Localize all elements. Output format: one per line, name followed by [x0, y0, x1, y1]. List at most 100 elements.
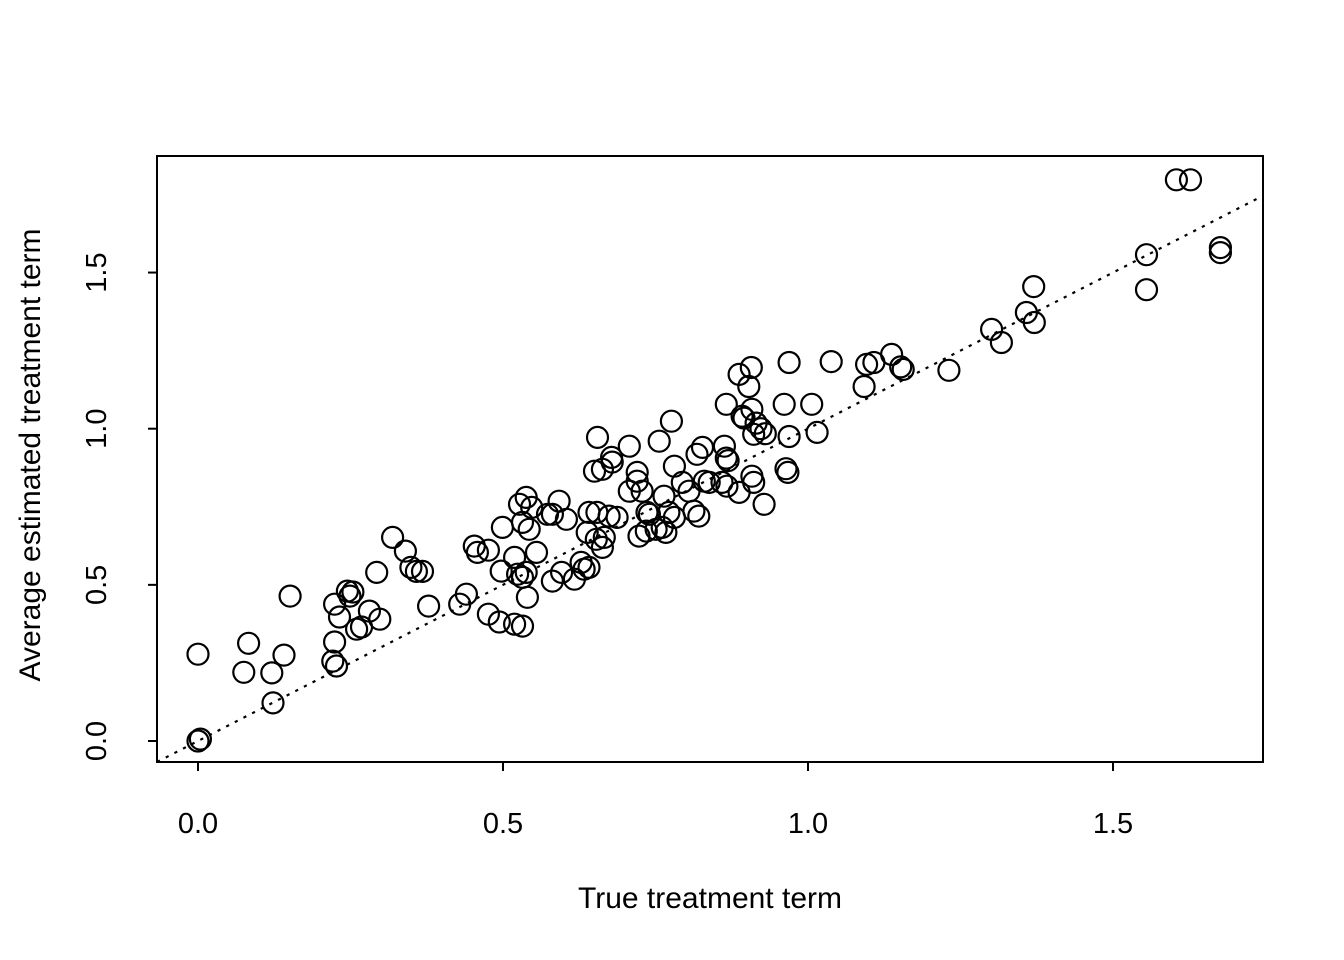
scatter-point: [1208, 236, 1233, 260]
x-tick-label: 1.5: [1093, 808, 1133, 840]
scatter-point: [630, 479, 654, 503]
scatter-point: [740, 397, 764, 421]
scatter-point: [682, 499, 706, 523]
scatter-point: [800, 392, 824, 416]
scatter-point: [520, 495, 544, 519]
scatter-point: [278, 584, 302, 608]
scatter-point: [889, 355, 913, 379]
scatter-point: [465, 540, 489, 565]
scatter-point: [657, 500, 681, 525]
scatter-point: [1208, 241, 1233, 265]
scatter-point: [517, 517, 541, 541]
scatter-point: [777, 424, 801, 449]
scatter-point: [637, 502, 662, 526]
scatter-point: [777, 350, 801, 375]
scatter-point: [338, 584, 362, 608]
scatter-point: [690, 435, 715, 459]
scatter-point: [819, 350, 843, 374]
scatter-point: [597, 504, 621, 528]
scatter-point: [237, 631, 261, 655]
scatter-point: [772, 392, 796, 416]
scatter-point: [742, 422, 766, 446]
scatter-point: [605, 505, 629, 530]
scatter-point: [879, 342, 904, 366]
plot-layers: 0.0 0.5 1.0 1.5 0.0 0.5 1.0 1.5: [81, 155, 1264, 840]
scatter-point: [186, 642, 210, 666]
scatter-point: [590, 535, 615, 560]
scatter-point: [716, 449, 740, 473]
scatter-point: [737, 374, 761, 399]
scatter-point: [891, 357, 915, 381]
scatter-point: [852, 374, 876, 399]
scatter-point: [1178, 168, 1203, 192]
scatter-point: [617, 479, 641, 503]
scatter-point: [232, 660, 256, 684]
scatter-point: [617, 434, 641, 458]
scatter-point: [712, 434, 737, 458]
scatter-point: [749, 417, 773, 441]
identity-reference-line: [156, 194, 1264, 763]
y-tick-label: 1.0: [81, 409, 113, 449]
scatter-point: [490, 515, 514, 540]
scatter-point: [323, 592, 347, 616]
scatter-point: [585, 425, 610, 449]
scatter-point: [662, 454, 687, 478]
scatter-point: [989, 330, 1014, 355]
scatter-point: [652, 484, 676, 508]
scatter-point: [188, 727, 212, 751]
scatter-point: [272, 643, 296, 667]
scatter-point: [590, 457, 615, 481]
scatter-point: [753, 422, 777, 446]
scatter-point: [1022, 275, 1046, 299]
scatter-point: [417, 594, 441, 618]
scatter-point: [540, 502, 565, 526]
plot-box: [156, 155, 1264, 763]
scatter-point: [507, 492, 532, 516]
scatter-point: [697, 470, 721, 494]
scatter-point: [554, 507, 579, 531]
scatter-point: [454, 582, 478, 606]
scatter-point: [324, 654, 349, 678]
scatter-point: [715, 474, 739, 498]
scatter-point: [476, 602, 500, 626]
scatter-point: [1164, 168, 1189, 192]
scatter-point: [1022, 310, 1046, 335]
scatter-point: [323, 630, 347, 654]
scatter-point: [776, 460, 800, 484]
scatter-point: [685, 442, 709, 466]
x-tick-label: 0.0: [178, 808, 218, 840]
scatter-point: [592, 525, 616, 550]
scatter-point: [502, 545, 527, 570]
scatter-point: [327, 605, 352, 629]
scatter-point: [476, 538, 500, 562]
x-tick-label: 0.5: [483, 808, 523, 840]
scatter-point: [714, 446, 738, 470]
scatter-point: [687, 504, 711, 528]
scatter-point: [381, 525, 405, 550]
scatter-point: [186, 729, 210, 753]
y-tick-label: 1.5: [81, 252, 113, 292]
scatter-point: [647, 429, 671, 453]
scatter-point: [742, 470, 766, 494]
scatter-point: [1134, 278, 1159, 302]
scatter-point: [410, 559, 435, 584]
scatter-point: [1134, 243, 1159, 267]
scatter-point: [584, 527, 608, 551]
scatter-point: [515, 585, 540, 609]
scatter-point: [260, 661, 284, 685]
scatter-point: [489, 559, 513, 583]
scatter-point: [710, 470, 734, 494]
scatter-point: [368, 607, 392, 631]
y-tick-label: 0.5: [81, 565, 113, 605]
scatter-point: [659, 409, 684, 433]
scatter-point: [854, 352, 879, 376]
scatter-point: [634, 519, 658, 543]
y-tick-label: 0.0: [81, 721, 113, 761]
scatter-point: [321, 649, 345, 673]
scatter-point: [365, 560, 389, 585]
scatter-point: [404, 559, 428, 584]
scatter-point: [502, 612, 527, 636]
scatter-point: [261, 691, 285, 715]
